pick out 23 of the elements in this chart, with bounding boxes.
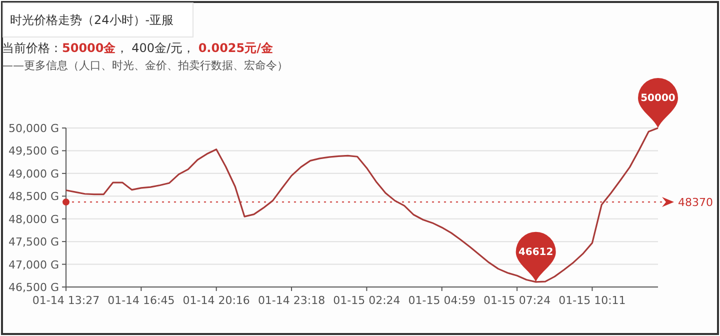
chart-title: 时光价格走势（24小时）-亚服 (10, 13, 174, 27)
y-tick-label: 48,500 G (8, 190, 59, 204)
x-tick-label: 01-14 13:27 (32, 294, 100, 307)
x-tick-label: 01-14 16:45 (108, 294, 175, 307)
y-tick-label: 47,000 G (8, 258, 59, 272)
y-tick-label: 48,000 G (8, 212, 59, 226)
x-tick-label: 01-14 23:18 (258, 294, 326, 307)
x-tick-label: 01-15 02:24 (333, 294, 400, 307)
y-tick-label: 49,000 G (8, 167, 59, 180)
x-tick-label: 01-15 10:11 (558, 294, 626, 307)
text: ——更多信息（人口、时光、金价、拍卖行数据、宏命令） (2, 59, 288, 72)
annotation: 46612 (518, 246, 554, 258)
x-tick-label: 01-15 04:59 (408, 294, 476, 307)
x-tick-label: 01-14 20:16 (182, 294, 250, 307)
x-tick-label: 01-15 07:24 (483, 294, 551, 307)
line-series (65, 127, 659, 283)
y-tick-label: 50,000 G (8, 122, 59, 135)
y-tick-label: 47,500 G (8, 236, 59, 249)
ref-line-label: 48370 (678, 196, 713, 210)
annotation: 50000 (640, 93, 676, 104)
y-tick-label: 49,500 G (8, 144, 59, 158)
y-tick-label: 46,500 G (8, 281, 59, 294)
chart-subtitle: 当前价格：50000金， 400金/元， 0.0025元/金 (2, 41, 274, 55)
